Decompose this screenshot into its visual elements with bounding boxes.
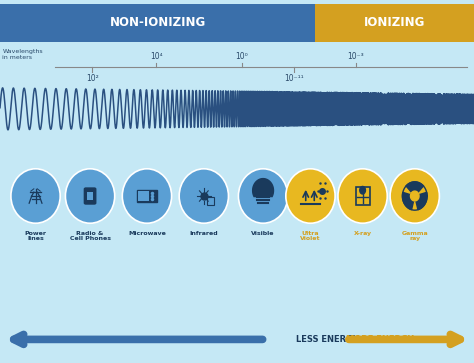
Ellipse shape bbox=[286, 169, 335, 223]
Text: Wavelengths
in meters: Wavelengths in meters bbox=[2, 49, 43, 60]
Ellipse shape bbox=[11, 169, 60, 223]
Text: 10²: 10² bbox=[86, 74, 99, 83]
Text: Ultra
Violet: Ultra Violet bbox=[300, 231, 321, 241]
Ellipse shape bbox=[65, 169, 115, 223]
FancyBboxPatch shape bbox=[87, 192, 93, 200]
Ellipse shape bbox=[390, 169, 439, 223]
Text: MORE ENERGY: MORE ENERGY bbox=[346, 335, 414, 344]
Polygon shape bbox=[406, 182, 423, 196]
FancyBboxPatch shape bbox=[138, 191, 149, 201]
Text: 10⁴: 10⁴ bbox=[150, 52, 163, 61]
Text: 10⁰: 10⁰ bbox=[236, 52, 248, 61]
Polygon shape bbox=[410, 191, 419, 201]
Text: LESS ENERGY: LESS ENERGY bbox=[296, 335, 359, 344]
Text: IONIZING: IONIZING bbox=[364, 16, 425, 29]
FancyBboxPatch shape bbox=[137, 190, 157, 202]
Polygon shape bbox=[415, 192, 427, 210]
Text: Gamma
ray: Gamma ray bbox=[401, 231, 428, 241]
Polygon shape bbox=[402, 192, 415, 210]
Polygon shape bbox=[253, 179, 273, 196]
Text: Radio &
Cell Phones: Radio & Cell Phones bbox=[70, 231, 110, 241]
FancyBboxPatch shape bbox=[315, 4, 474, 42]
Text: 10⁻³: 10⁻³ bbox=[347, 52, 364, 61]
Text: NON-IONIZING: NON-IONIZING bbox=[109, 16, 206, 29]
Text: Infrared: Infrared bbox=[190, 231, 218, 236]
Text: Power
lines: Power lines bbox=[25, 231, 46, 241]
Ellipse shape bbox=[338, 169, 387, 223]
Ellipse shape bbox=[122, 169, 172, 223]
Text: Microwave: Microwave bbox=[128, 231, 166, 236]
Text: X-ray: X-ray bbox=[354, 231, 372, 236]
FancyBboxPatch shape bbox=[0, 4, 315, 42]
Polygon shape bbox=[360, 187, 365, 194]
FancyBboxPatch shape bbox=[84, 188, 96, 204]
Ellipse shape bbox=[179, 169, 228, 223]
Text: 10⁻¹¹: 10⁻¹¹ bbox=[284, 74, 304, 83]
Text: Visible: Visible bbox=[251, 231, 275, 236]
Ellipse shape bbox=[238, 169, 288, 223]
